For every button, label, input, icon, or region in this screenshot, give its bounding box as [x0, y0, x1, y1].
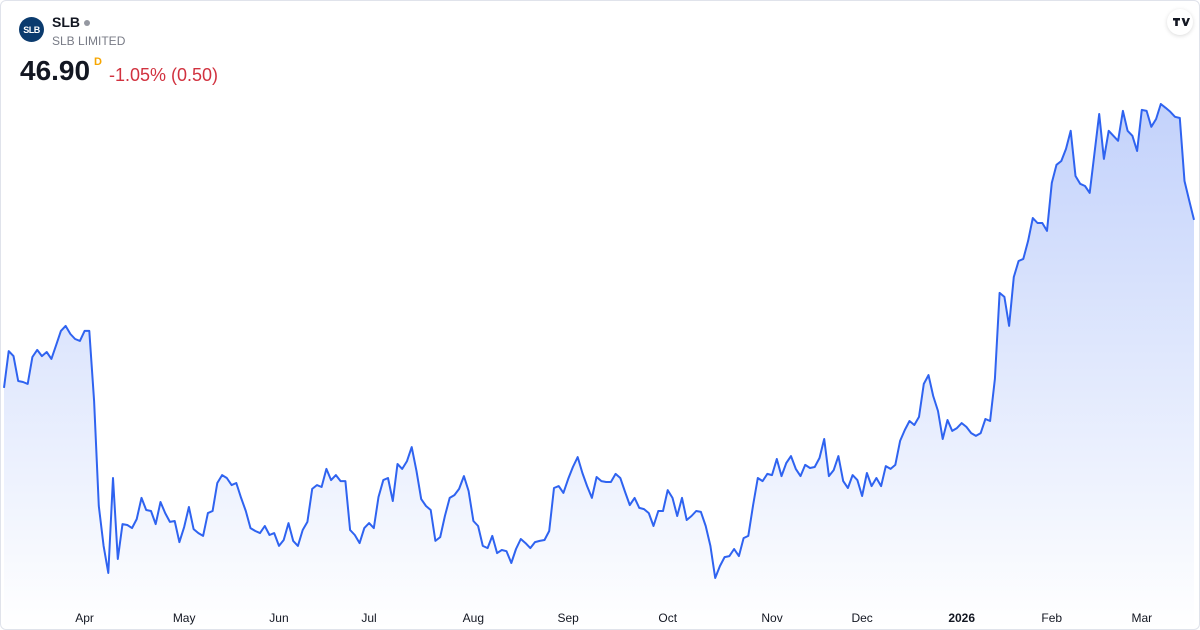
- x-tick-label: Jul: [361, 611, 376, 625]
- change: -1.05% (0.50): [109, 65, 219, 85]
- x-tick-label: Aug: [463, 611, 484, 625]
- x-tick-label: Mar: [1132, 611, 1153, 625]
- symbol: SLB: [52, 14, 80, 30]
- x-tick-label: Jun: [269, 611, 288, 625]
- x-tick-label: Dec: [851, 611, 872, 625]
- x-tick-label: Sep: [558, 611, 580, 625]
- tradingview-logo[interactable]: [1167, 9, 1193, 35]
- x-tick-label: May: [173, 611, 196, 625]
- symbol-row: SLB: [52, 14, 90, 30]
- x-tick-label: 2026: [948, 611, 975, 625]
- price-line: [3, 103, 1195, 579]
- x-tick-label: Nov: [761, 611, 782, 625]
- price: 46.90: [20, 55, 91, 86]
- x-tick-label: Oct: [658, 611, 677, 625]
- logo-icon: [1173, 18, 1190, 26]
- interval: D: [94, 56, 102, 68]
- x-tick-label: Feb: [1041, 611, 1062, 625]
- company-name: SLB LIMITED: [52, 34, 126, 48]
- logo: SLB: [19, 17, 44, 42]
- area-fill: [4, 104, 1194, 629]
- status-dot: [84, 20, 90, 27]
- x-tick-label: Apr: [75, 611, 94, 625]
